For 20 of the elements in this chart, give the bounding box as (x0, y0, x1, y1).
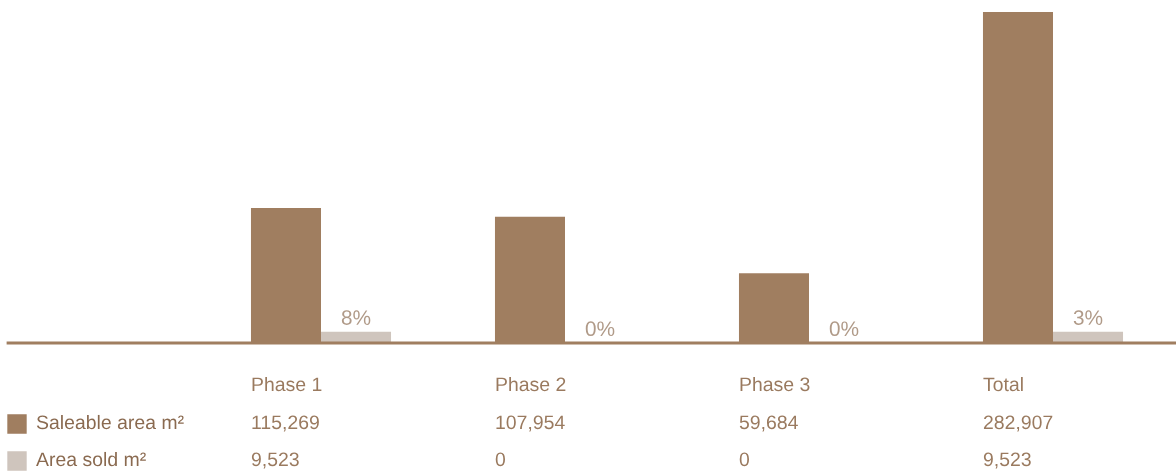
data-label: 115,269 (252, 415, 319, 432)
legend-label: Saleable area m² (36, 414, 184, 430)
x-tick-label: Phase 1 (252, 376, 322, 392)
annotation: 0% (829, 321, 859, 337)
data-label: 0 (495, 452, 506, 467)
x-tick-label: Phase 3 (740, 376, 810, 392)
x-tick-label: Phase 2 (496, 376, 566, 392)
data-label: 107,954 (496, 415, 565, 432)
annotation: 3% (1073, 310, 1103, 325)
annotation: 8% (341, 310, 371, 325)
bar (1053, 331, 1124, 343)
x-tick-label: Total (983, 376, 1023, 392)
data-label: 0 (739, 452, 750, 467)
data-label: 9,523 (983, 452, 1031, 469)
annotation: 0% (585, 321, 615, 337)
legend-label: Area sold m² (36, 451, 146, 467)
bar (321, 331, 392, 343)
data-label: 282,907 (983, 415, 1053, 432)
data-label: 9,523 (251, 452, 299, 469)
data-label: 59,684 (739, 415, 798, 432)
